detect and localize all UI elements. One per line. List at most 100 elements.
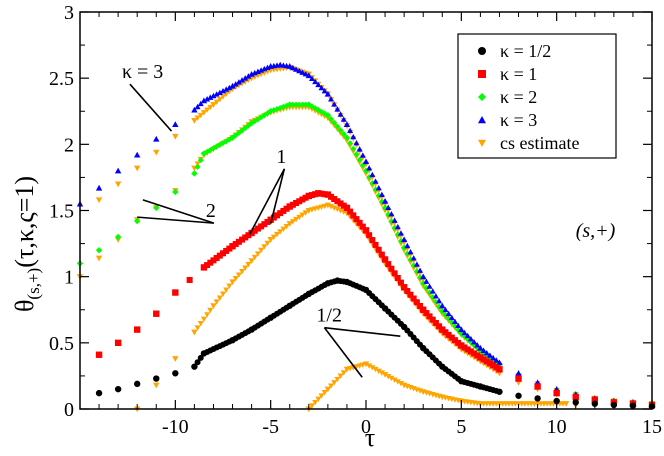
legend-entry: κ = 3 [478,110,537,130]
data-point-interp [299,212,306,218]
data-point [324,112,332,119]
data-point-interp [426,283,433,289]
data-point [153,382,160,389]
x-tick-label: -5 [262,416,279,438]
legend-marker [478,139,486,147]
data-point [134,326,141,333]
data-point [381,198,389,204]
data-point [153,204,160,212]
x-axis-label: τ [365,423,375,452]
data-point-interp [480,347,487,353]
data-point-interp [407,291,414,298]
data-point-interp [337,373,344,379]
data-point-interp [223,247,230,254]
data-point-interp [337,200,344,207]
data-point [563,401,570,407]
data-point [229,82,236,89]
data-point [400,284,408,291]
data-point-interp [442,306,449,313]
data-point [153,135,160,142]
legend-label: κ = 2 [500,87,537,107]
data-point-interp [442,311,449,318]
data-point-interp [186,276,193,283]
data-point [210,303,217,309]
legend-label: cs estimate [500,133,579,153]
data-point-interp [299,69,306,75]
y-tick-label: 0 [64,399,74,421]
data-point-interp [426,289,433,296]
y-axis-label-sub: (s,+) [24,268,43,300]
y-tick-label: 2 [64,134,74,156]
data-point [534,395,541,402]
data-point [324,386,332,393]
data-point-interp [258,223,265,230]
data-point-interp [210,92,217,99]
data-point [200,97,208,104]
y-tick-label: 1.5 [49,201,74,223]
data-point-interp [394,274,401,281]
data-point-interp [213,99,220,105]
data-point [191,170,198,177]
data-point-interp [378,370,385,376]
data-point [286,63,293,69]
data-point-interp [210,257,217,264]
data-point [200,264,208,271]
data-point-interp [486,352,493,358]
data-point-interp [204,312,211,318]
data-point-interp [493,357,500,363]
data-point-interp [289,64,296,71]
legend-entry: cs estimate [478,133,579,153]
data-point-interp [261,221,268,228]
data-point-interp [197,321,204,327]
data-point-interp [436,323,443,330]
data-point-interp [451,337,458,344]
data-point-interp [407,248,414,255]
data-point-interp [353,216,360,223]
data-point [286,101,293,108]
data-point-interp [226,283,233,289]
data-point-interp [226,84,233,91]
data-point-interp [407,256,414,263]
x-tick-label: -10 [162,416,189,438]
data-point-interp [235,272,242,278]
data-point-interp [471,338,478,345]
data-point-interp [232,81,239,87]
data-point-interp [207,94,214,100]
data-point [172,121,179,128]
data-point-interp [461,329,468,336]
data-point-interp [461,344,468,351]
data-point [229,279,236,286]
data-point-interp [375,185,382,191]
data-point [248,258,255,264]
data-point [95,247,103,254]
annotations: κ = 3 2 1 1/2 (s,+) [122,61,616,378]
data-point-interp [334,376,341,383]
data-point [458,342,465,349]
y-tick-label: 3 [64,2,74,24]
data-point-interp [423,310,430,317]
data-point [134,151,141,158]
data-point-interp [410,262,417,269]
data-point [343,134,351,141]
data-point-interp [213,299,220,305]
data-point-interp [432,319,439,326]
data-point [534,383,541,390]
data-point [191,106,198,113]
legend-entry: κ = 2 [478,87,537,107]
data-point [134,380,141,388]
data-point-interp [394,223,401,230]
data-point [191,329,198,336]
data-point-interp [334,198,341,205]
data-point-interp [270,234,277,240]
data-point-interp [490,354,497,361]
data-point-interp [432,293,439,299]
data-point [267,216,274,223]
data-point-interp [235,79,242,85]
data-point [324,202,332,209]
data-point-interp [410,295,417,302]
data-point-interp [375,368,382,375]
data-point-interp [464,346,471,353]
data-point-interp [264,240,271,247]
legend-label: κ = 3 [500,110,537,130]
data-point-interp [366,165,373,171]
